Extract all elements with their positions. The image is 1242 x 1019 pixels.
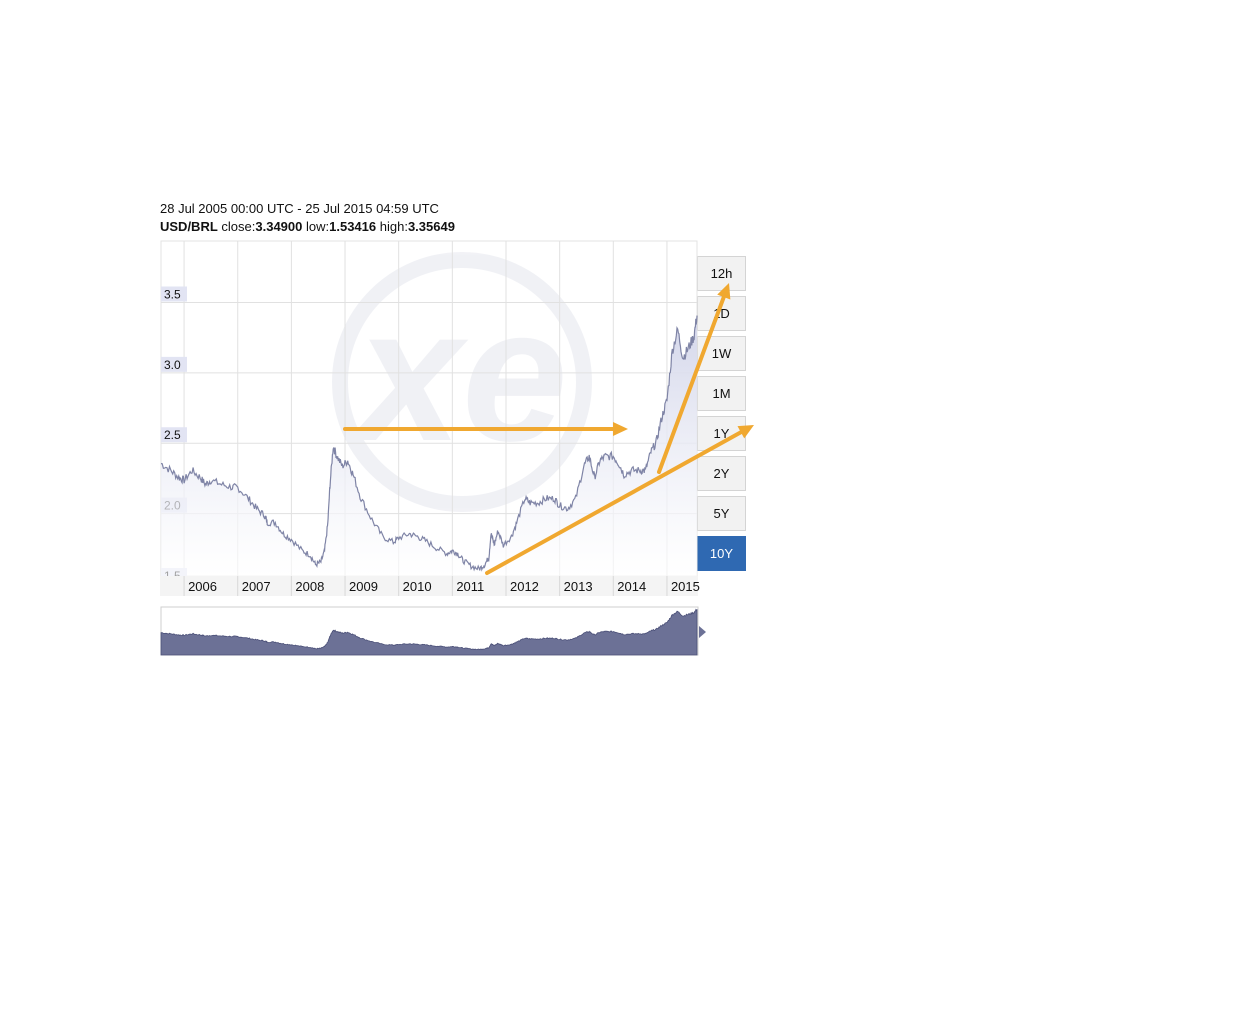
x-axis: 2006 2007 2008 2009 2010 2011 2012 2013 2014 2015 <box>160 576 700 596</box>
low-value: 1.53416 <box>329 219 377 234</box>
y-tick-bg-2.0 <box>161 497 187 513</box>
svg-text:xe: xe <box>347 269 567 481</box>
navigator[interactable] <box>160 606 706 656</box>
chart-grid <box>160 240 698 577</box>
y-axis: 1.5 2.0 2.5 3.0 3.5 <box>161 286 187 583</box>
price-summary: USD/BRL close:3.34900 low:1.53416 high:3… <box>160 219 455 234</box>
y-tick-label: 2.5 <box>164 428 181 442</box>
series-line <box>160 315 698 572</box>
range-button-1y[interactable]: 1Y <box>697 416 746 451</box>
navigator-series <box>160 608 698 656</box>
pair-label: USD/BRL <box>160 219 218 234</box>
range-button-2y[interactable]: 2Y <box>697 456 746 491</box>
x-tick-label: 2013 <box>564 579 593 594</box>
x-tick-label: 2009 <box>349 579 378 594</box>
range-button-1d[interactable]: 1D <box>697 296 746 331</box>
x-tick-label: 2014 <box>617 579 646 594</box>
y-tick-label: 3.5 <box>164 287 181 301</box>
range-button-10y[interactable]: 10Y <box>697 536 746 571</box>
plot-border <box>160 240 698 577</box>
y-tick-label: 3.0 <box>164 358 181 372</box>
x-tick-label: 2006 <box>188 579 217 594</box>
x-tick-label: 2012 <box>510 579 539 594</box>
range-button-5y[interactable]: 5Y <box>697 496 746 531</box>
date-range: 28 Jul 2005 00:00 UTC - 25 Jul 2015 04:5… <box>160 201 439 216</box>
series-area <box>161 315 697 576</box>
range-button-1m[interactable]: 1M <box>697 376 746 411</box>
y-tick-label: 2.0 <box>164 499 181 513</box>
arrow-horizontal <box>343 422 628 436</box>
low-label: low: <box>306 219 330 234</box>
y-tick-label: 1.5 <box>164 569 181 583</box>
xe-watermark-icon: xe <box>332 252 592 512</box>
y-tick-bg-3.0 <box>161 356 187 372</box>
range-button-1w[interactable]: 1W <box>697 336 746 371</box>
navigator-handle-icon <box>699 626 706 638</box>
annotations <box>343 283 754 575</box>
range-button-12h[interactable]: 12h <box>697 256 746 291</box>
navigator-frame <box>160 606 699 656</box>
x-tick-label: 2010 <box>403 579 432 594</box>
x-axis-bg <box>160 576 698 596</box>
y-tick-bg-2.5 <box>161 427 187 443</box>
x-tick-label: 2007 <box>242 579 271 594</box>
high-label: high: <box>379 219 408 234</box>
high-value: 3.35649 <box>407 219 455 234</box>
y-tick-bg-1.5 <box>161 568 187 583</box>
plot-area <box>160 315 698 576</box>
x-tick-label: 2011 <box>456 579 484 594</box>
y-tick-bg-3.5 <box>161 286 187 302</box>
close-label: close: <box>221 219 256 234</box>
close-value: 3.34900 <box>255 219 303 234</box>
x-tick-label: 2008 <box>295 579 324 594</box>
x-tick-label: 2015 <box>671 579 700 594</box>
arrow-head <box>613 422 628 436</box>
